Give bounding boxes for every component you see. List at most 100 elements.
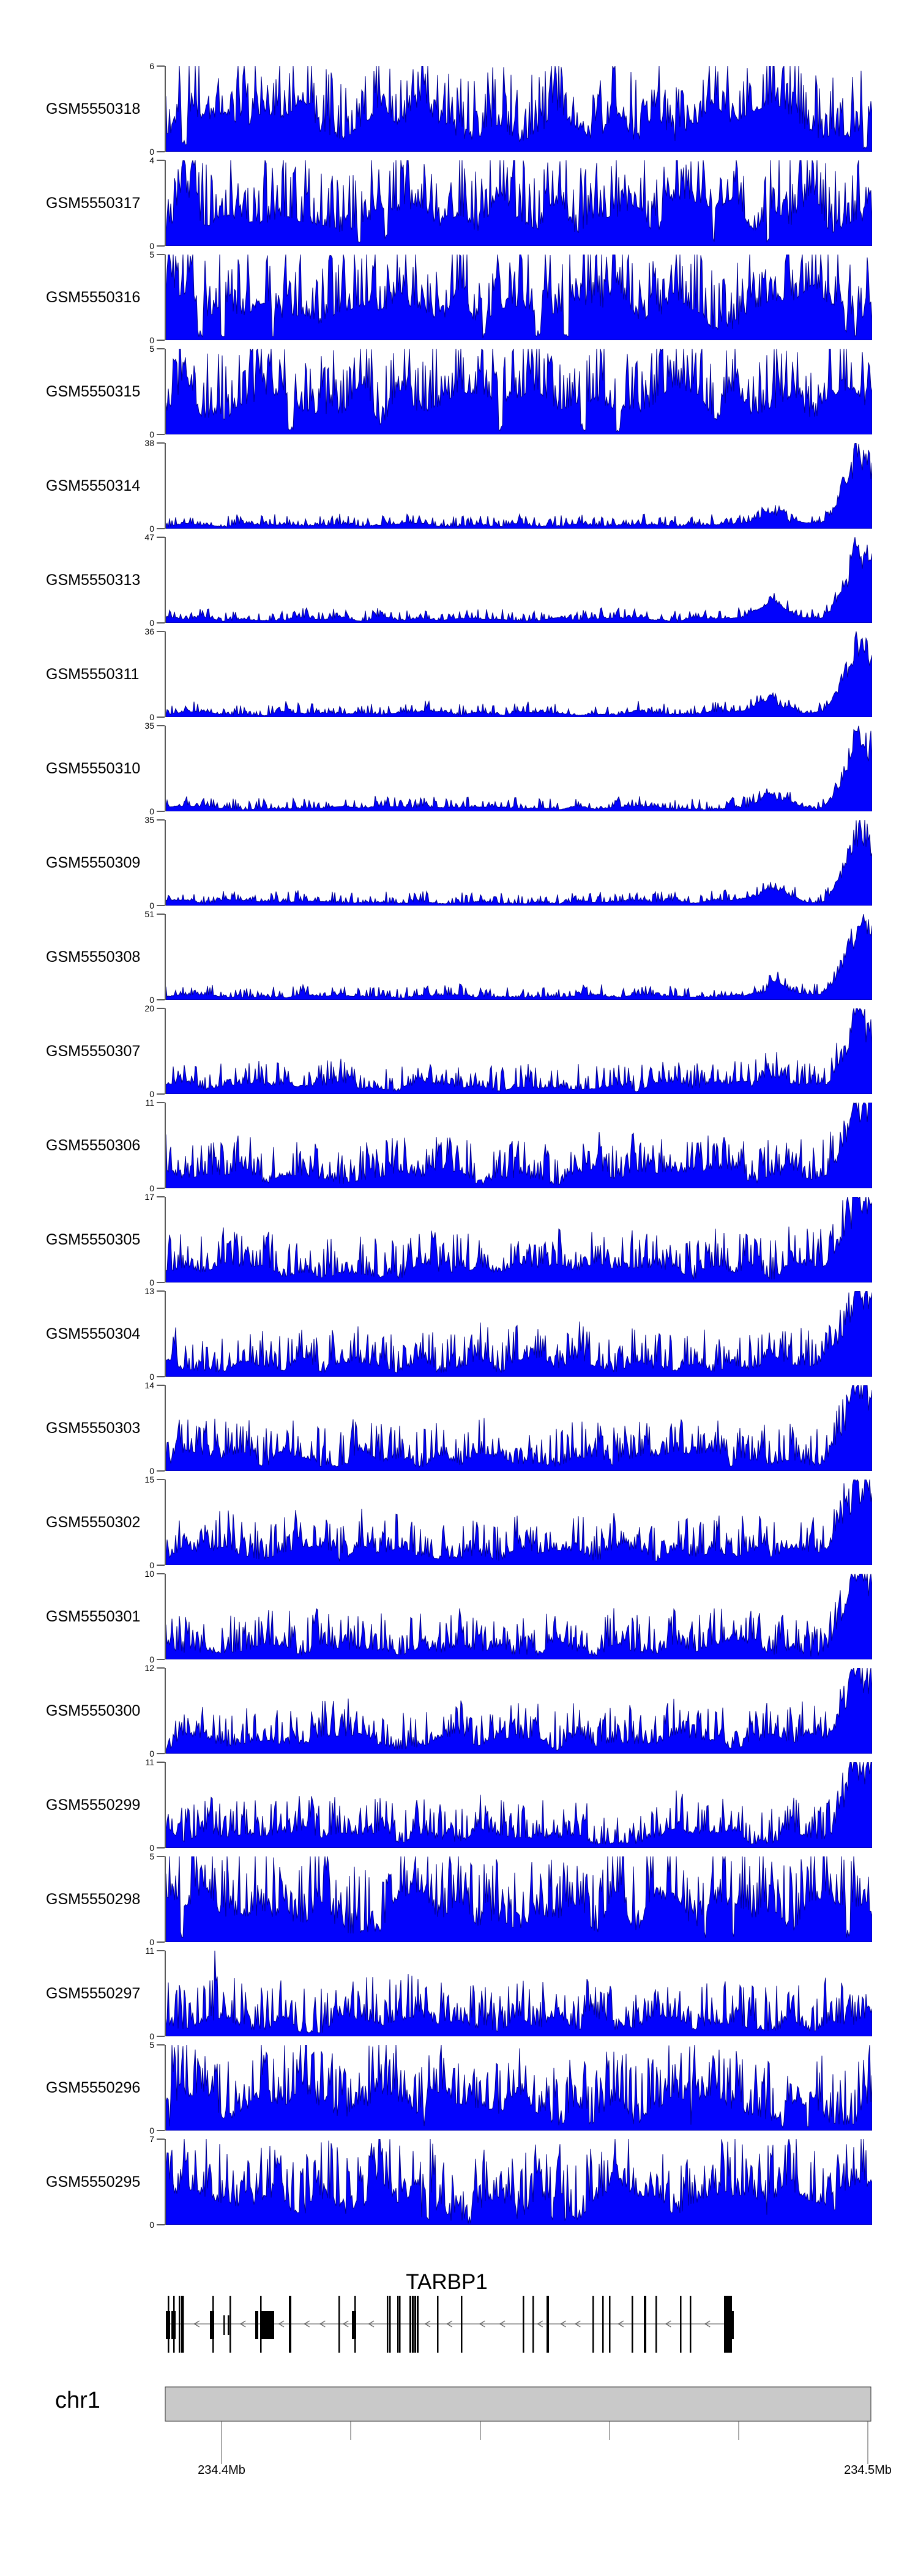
y-axis-min-label: 0 <box>149 901 154 910</box>
coverage-area <box>166 631 872 717</box>
gene-exon <box>414 2296 416 2353</box>
y-axis-tick <box>157 254 165 255</box>
sample-id-label: GSM5550318 <box>46 100 141 117</box>
y-axis-line <box>165 160 166 246</box>
y-axis-tick <box>157 1093 165 1095</box>
sample-id-label: GSM5550315 <box>46 382 141 400</box>
y-axis-tick <box>157 1102 165 1103</box>
gene-exon <box>173 2296 175 2353</box>
y-axis-min-label: 0 <box>149 995 154 1005</box>
y-axis-max-label: 4 <box>149 155 154 165</box>
y-axis-tick <box>157 2036 165 2037</box>
y-axis-tick <box>157 65 165 67</box>
y-axis-min-label: 0 <box>149 712 154 722</box>
y-axis-line <box>165 537 166 623</box>
y-axis-max-label: 11 <box>145 1757 154 1767</box>
sample-id-label: GSM5550310 <box>46 759 141 777</box>
coverage-histogram <box>166 1856 872 1942</box>
sample-id-label: GSM5550306 <box>46 1136 141 1154</box>
coverage-histogram <box>166 349 872 434</box>
y-axis-max-label: 51 <box>144 909 154 919</box>
coverage-histogram <box>166 2139 872 2225</box>
y-axis-max-label: 5 <box>149 344 154 354</box>
coverage-histogram <box>166 1103 872 1188</box>
coverage-histogram <box>166 1291 872 1377</box>
gene-exon-short <box>228 2315 230 2335</box>
y-axis-max-label: 12 <box>144 1663 154 1673</box>
sample-id-label: GSM5550308 <box>46 948 141 966</box>
coverage-track-row: GSM5550311 36 0 <box>0 627 918 722</box>
sample-id-label: GSM5550298 <box>46 1890 141 1908</box>
y-axis-tick <box>157 245 165 247</box>
coverage-histogram <box>166 820 872 906</box>
sample-id-label: GSM5550299 <box>46 1796 141 1814</box>
y-axis-tick <box>157 2139 165 2140</box>
coverage-track-row: GSM5550304 13 0 <box>0 1286 918 1382</box>
gene-exon <box>387 2296 389 2353</box>
y-axis-max-label: 15 <box>144 1475 154 1484</box>
y-axis-min-label: 0 <box>149 1749 154 1759</box>
sample-id-label: GSM5550316 <box>46 288 141 306</box>
coverage-track-row: GSM5550297 11 0 <box>0 1946 918 2041</box>
y-axis-max-label: 35 <box>144 721 154 731</box>
y-axis-tick <box>157 340 165 341</box>
coverage-area <box>166 255 872 340</box>
coverage-area <box>166 914 872 1000</box>
gene-exon <box>399 2296 401 2353</box>
coverage-area <box>166 1197 872 1282</box>
y-axis-max-label: 17 <box>144 1192 154 1202</box>
y-axis-tick <box>157 1941 165 1943</box>
y-axis-tick <box>157 905 165 906</box>
coverage-histogram <box>166 255 872 340</box>
y-axis-line <box>165 255 166 340</box>
y-axis-tick <box>157 914 165 915</box>
y-axis-min-label: 0 <box>149 1937 154 1947</box>
minus-strand-arrow-icon <box>304 2320 310 2328</box>
sample-id-label: GSM5550305 <box>46 1230 141 1248</box>
gene-exon-utr <box>210 2311 214 2339</box>
coverage-track-row: GSM5550309 35 0 <box>0 815 918 910</box>
coverage-track-row: GSM5550295 7 0 <box>0 2134 918 2230</box>
y-axis-max-label: 35 <box>144 815 154 825</box>
y-axis-min-label: 0 <box>149 1466 154 1476</box>
coverage-track-row: GSM5550296 5 0 <box>0 2040 918 2135</box>
y-axis-min-label: 0 <box>149 1843 154 1853</box>
y-axis-line <box>165 1762 166 1848</box>
coverage-area <box>166 349 872 434</box>
gene-exon <box>338 2296 340 2353</box>
y-axis-tick <box>157 725 165 726</box>
y-axis-tick <box>157 160 165 161</box>
gene-end-exon <box>724 2296 732 2353</box>
sample-id-label: GSM5550311 <box>46 665 140 683</box>
gene-exon <box>690 2296 692 2353</box>
coverage-area <box>166 820 872 906</box>
y-axis-min-label: 0 <box>149 1372 154 1382</box>
coverage-track-row: GSM5550318 6 0 <box>0 61 918 157</box>
y-axis-max-label: 13 <box>144 1286 154 1296</box>
coverage-track-row: GSM5550298 5 0 <box>0 1852 918 1947</box>
gene-exon <box>461 2296 463 2353</box>
gene-exon <box>409 2296 411 2353</box>
y-axis-line <box>165 2045 166 2131</box>
gene-exon <box>632 2296 633 2353</box>
coverage-area <box>166 1951 872 2036</box>
y-axis-line <box>165 1951 166 2036</box>
gene-exon <box>179 2296 181 2353</box>
coverage-histogram <box>166 537 872 623</box>
y-axis-max-label: 38 <box>144 438 154 448</box>
gene-exon <box>523 2296 524 2353</box>
y-axis-min-label: 0 <box>149 430 154 439</box>
y-axis-min-label: 0 <box>149 1089 154 1099</box>
coverage-track-row: GSM5550317 4 0 <box>0 155 918 251</box>
y-axis-max-label: 5 <box>149 1852 154 1861</box>
y-axis-tick <box>157 1376 165 1377</box>
gene-exon <box>168 2296 170 2353</box>
gene-exon <box>181 2296 184 2353</box>
coverage-area <box>166 726 872 811</box>
gene-exon <box>547 2296 549 2353</box>
coverage-track-row: GSM5550315 5 0 <box>0 344 918 439</box>
y-axis-max-label: 7 <box>149 2134 154 2144</box>
y-axis-line <box>165 1480 166 1565</box>
y-axis-tick <box>157 1188 165 1189</box>
gene-exon <box>289 2296 291 2353</box>
